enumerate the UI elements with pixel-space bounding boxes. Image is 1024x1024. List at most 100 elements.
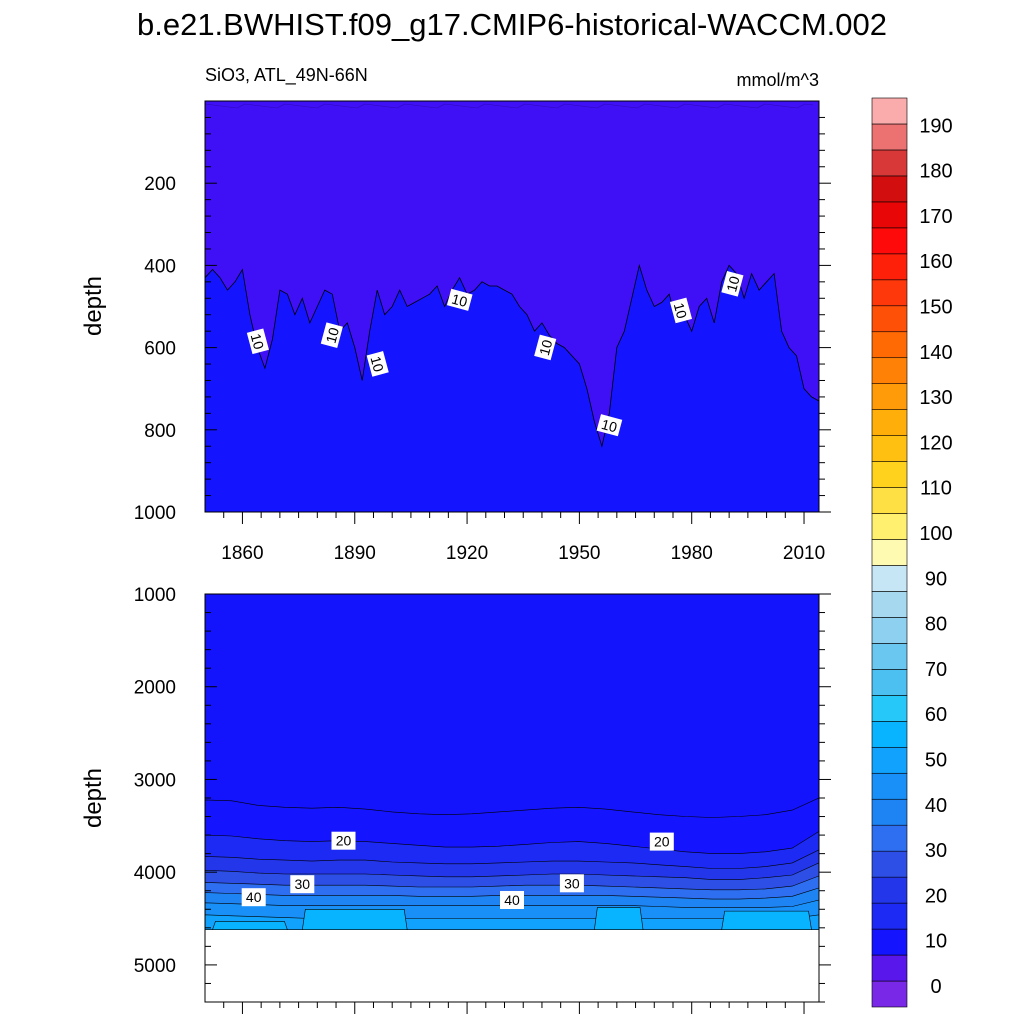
colorbar-cell	[871, 565, 908, 592]
colorbar-cell	[871, 928, 908, 956]
lower-band-50-55	[301, 908, 408, 930]
xtick-label: 1890	[334, 543, 376, 564]
lower-ytick-label: 3000	[134, 770, 176, 791]
colorbar-tick-label: 100	[919, 523, 952, 545]
colorbar: 0 10 20 30 40 50 60 70 80 90 100 110 120 130 140 150 160…	[871, 97, 953, 1008]
contour-label-box: 10	[366, 351, 389, 377]
contour-label-bg	[246, 328, 269, 355]
colorbar-cell	[871, 980, 908, 1008]
colorbar-tick-label: 20	[925, 885, 947, 907]
contour-label-box: 30	[559, 874, 584, 893]
figure-title: b.e21.BWHIST.f09_g17.CMIP6-historical-WA…	[137, 7, 887, 42]
colorbar-cell	[871, 253, 908, 281]
colorbar-tick-label: 120	[919, 432, 952, 454]
contour-label: 20	[336, 833, 352, 849]
contour-label: 10	[723, 274, 743, 293]
contour-label-box: 20	[649, 832, 674, 851]
xtick-label: 2010	[783, 543, 825, 564]
contour-label-bg	[241, 888, 266, 907]
lower-ytick-label: 2000	[134, 678, 176, 699]
colorbar-cell	[871, 201, 908, 229]
colorbar-cell	[871, 798, 908, 826]
upper-band-10-20	[205, 265, 819, 512]
contour-line-10	[204, 263, 820, 448]
colorbar-cell	[871, 357, 908, 384]
contour-label-bg	[290, 875, 315, 894]
colorbar-cell	[871, 850, 908, 878]
subtitle-right: mmol/m^3	[737, 70, 819, 90]
colorbar-tick-label: 130	[919, 387, 952, 409]
lower-y-axis-label: depth	[80, 768, 107, 828]
contour-label-bg	[649, 832, 674, 851]
lower-band-50-55	[212, 921, 288, 930]
colorbar-cell	[871, 513, 908, 540]
colorbar-cell	[871, 305, 908, 333]
colorbar-cell	[871, 746, 908, 774]
contour-label: 10	[536, 338, 556, 357]
colorbar-cell	[871, 279, 908, 307]
contour-label: 10	[450, 291, 469, 311]
contour-label: 30	[564, 875, 580, 891]
colorbar-cell	[871, 461, 908, 488]
colorbar-tick-label: 0	[930, 976, 941, 998]
colorbar-cell	[871, 175, 908, 203]
surface-contour	[204, 103, 814, 109]
colorbar-cell	[871, 669, 908, 696]
contour-label-box: 10	[320, 322, 343, 348]
lower-ytick-label: 1000	[134, 585, 176, 606]
contour-label-bg	[366, 351, 389, 377]
colorbar-tick-label: 170	[919, 206, 952, 228]
colorbar-tick-label: 160	[919, 251, 952, 273]
contour-label-box: 10	[534, 334, 557, 361]
colorbar-tick-label: 50	[925, 750, 947, 772]
colorbar-cell	[871, 435, 908, 462]
contour-label: 20	[654, 834, 670, 850]
contour-label-bg	[446, 288, 473, 311]
colorbar-cell	[871, 721, 908, 748]
upper-ytick-label: 400	[144, 256, 176, 277]
colorbar-cell	[871, 902, 908, 930]
colorbar-tick-label: 70	[925, 659, 947, 681]
colorbar-cell	[871, 539, 908, 566]
contour-label-box: 40	[500, 891, 524, 909]
contour-label: 10	[248, 332, 268, 351]
upper-y-axis-label: depth	[80, 276, 107, 336]
lower-ytick-label: 4000	[134, 863, 176, 884]
xtick-label: 1980	[671, 543, 713, 564]
contour-label: 30	[295, 876, 311, 892]
colorbar-tick-label: 180	[919, 161, 952, 183]
xtick-label: 1920	[446, 543, 488, 564]
colorbar-tick-label: 90	[925, 568, 947, 590]
colorbar-tick-label: 110	[920, 478, 952, 500]
contour-label-bg	[331, 831, 356, 850]
colorbar-cell	[871, 97, 908, 125]
colorbar-cell	[871, 227, 908, 255]
colorbar-cell	[871, 409, 908, 436]
colorbar-cell	[871, 591, 908, 618]
contour-label: 40	[246, 889, 262, 905]
lower-panel: 20 20 30 30 40 40 1000 2000 3000 4000 5000	[134, 585, 831, 1014]
colorbar-cell	[871, 331, 908, 359]
colorbar-tick-label: 60	[925, 704, 947, 726]
colorbar-cell	[871, 772, 908, 800]
colorbar-cell	[871, 149, 908, 177]
lower-ytick-label: 5000	[134, 956, 176, 977]
subtitle-left: SiO3, ATL_49N-66N	[205, 65, 368, 86]
upper-frame	[204, 100, 820, 513]
colorbar-cell	[871, 695, 908, 722]
lower-band-50-55	[721, 910, 812, 930]
upper-ytick-label: 800	[144, 421, 176, 442]
contour-label: 10	[600, 416, 619, 436]
contour-label-box: 10	[721, 270, 744, 297]
colorbar-tick-label: 30	[925, 840, 947, 862]
contour-label: 10	[671, 301, 691, 320]
colorbar-tick-label: 40	[925, 795, 947, 817]
colorbar-tick-label: 10	[925, 931, 947, 953]
contour-label-bg	[320, 322, 343, 348]
contour-label: 10	[367, 354, 387, 373]
colorbar-tick-label: 190	[919, 115, 952, 137]
contour-label-box: 10	[446, 288, 473, 311]
contour-label-box: 40	[241, 888, 266, 907]
colorbar-cell	[871, 123, 908, 151]
